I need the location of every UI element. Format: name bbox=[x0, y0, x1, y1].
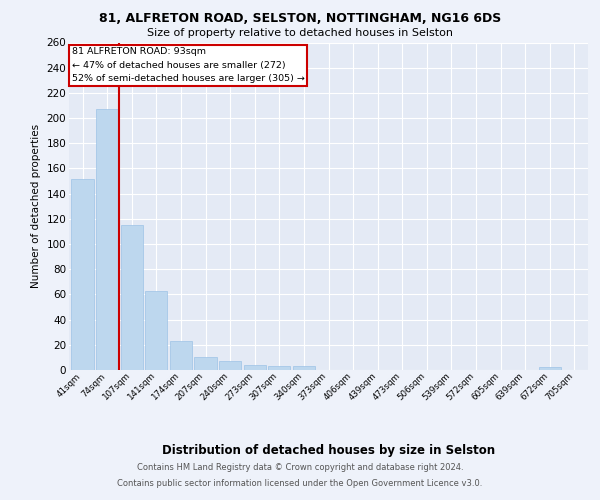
Text: Contains HM Land Registry data © Crown copyright and database right 2024.: Contains HM Land Registry data © Crown c… bbox=[137, 464, 463, 472]
Y-axis label: Number of detached properties: Number of detached properties bbox=[31, 124, 41, 288]
Bar bbox=[145, 290, 167, 370]
Bar bbox=[121, 225, 143, 370]
Text: Contains public sector information licensed under the Open Government Licence v3: Contains public sector information licen… bbox=[118, 478, 482, 488]
Bar bbox=[293, 366, 315, 370]
Bar bbox=[96, 110, 118, 370]
Text: Size of property relative to detached houses in Selston: Size of property relative to detached ho… bbox=[147, 28, 453, 38]
Bar bbox=[268, 366, 290, 370]
Text: 81, ALFRETON ROAD, SELSTON, NOTTINGHAM, NG16 6DS: 81, ALFRETON ROAD, SELSTON, NOTTINGHAM, … bbox=[99, 12, 501, 26]
X-axis label: Distribution of detached houses by size in Selston: Distribution of detached houses by size … bbox=[162, 444, 495, 457]
Bar bbox=[194, 358, 217, 370]
Text: 81 ALFRETON ROAD: 93sqm
← 47% of detached houses are smaller (272)
52% of semi-d: 81 ALFRETON ROAD: 93sqm ← 47% of detache… bbox=[71, 48, 304, 83]
Bar bbox=[539, 368, 561, 370]
Bar bbox=[244, 365, 266, 370]
Bar bbox=[170, 341, 192, 370]
Bar bbox=[219, 361, 241, 370]
Bar bbox=[71, 178, 94, 370]
